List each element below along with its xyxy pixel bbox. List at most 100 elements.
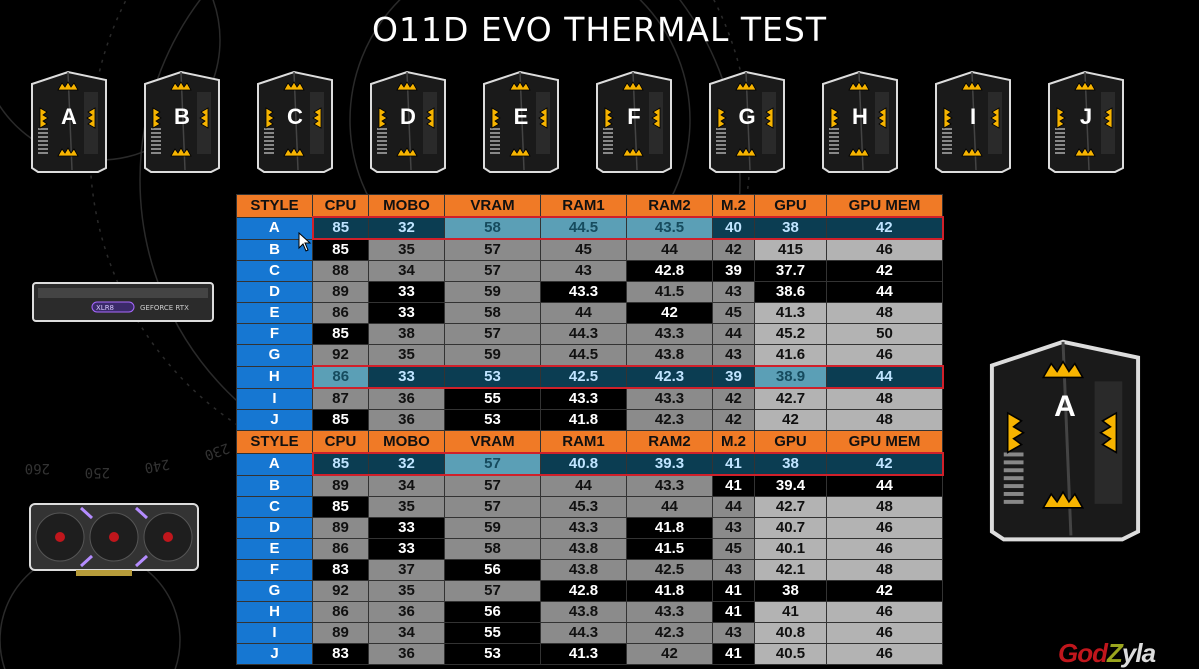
value-cell: 43.3 [626,601,713,623]
value-cell: 44.5 [540,344,627,367]
value-cell: 43.8 [626,344,713,367]
value-cell: 42 [826,216,944,240]
value-cell: 45.2 [754,323,827,345]
value-cell: 36 [368,409,445,431]
table-row: D 89 33 59 43.3 41.8 43 40.7 46 [236,517,943,539]
table-row: I 87 36 55 43.3 43.3 42 42.7 48 [236,387,943,410]
featured-case-label: A [1054,390,1076,423]
value-cell: 45 [540,238,627,261]
value-cell: 56 [444,559,541,581]
table-row: F 85 38 57 44.3 43.3 44 45.2 50 [236,323,943,345]
table-row: F 83 37 56 43.8 42.5 43 42.1 48 [236,559,943,581]
value-cell: 43 [712,344,755,367]
pc-case-icon [935,70,1011,173]
style-cell: B [236,474,313,497]
value-cell: 43.3 [540,517,627,539]
value-cell: 43 [712,622,755,644]
value-cell: 85 [312,496,369,518]
style-cell: G [236,344,313,367]
value-cell: 44 [826,281,943,303]
value-cell: 42.7 [754,496,827,518]
value-cell: 44 [540,302,627,324]
value-cell: 89 [312,281,369,303]
value-cell: 39 [712,365,755,389]
table-header-row: STYLE CPU MOBO VRAM RAM1 RAM2 M.2 GPU GPU MEM [236,194,943,218]
value-cell: 44 [626,496,713,518]
value-cell: 42 [626,643,713,665]
value-cell: 58 [444,538,541,560]
column-header: RAM1 [540,430,627,454]
table-row: H 86 33 53 42.5 42.3 39 38.9 44 [236,365,944,389]
gpu-pny-image [29,503,199,576]
value-cell: 88 [312,260,369,282]
table-row: E 86 33 58 43.8 41.5 45 40.1 46 [236,538,943,560]
fan-arrow-icons [1006,360,1118,509]
value-cell: 57 [444,452,541,476]
value-cell: 59 [444,281,541,303]
value-cell: 37 [368,559,445,581]
value-cell: 57 [444,474,541,497]
value-cell: 46 [826,238,943,261]
value-cell: 42.5 [540,365,627,389]
value-cell: 44 [712,496,755,518]
value-cell: 42.8 [626,260,713,282]
column-header: RAM1 [540,194,627,218]
value-cell: 85 [311,452,369,476]
value-cell: 44 [626,238,713,261]
godzyla-watermark-logo: GodZyla [1058,638,1156,668]
value-cell: 89 [312,622,369,644]
value-cell: 42.8 [540,580,627,602]
value-cell: 39.4 [754,474,827,497]
table-row: B 85 35 57 45 44 42 415 46 [236,238,943,261]
value-cell: 41.8 [626,517,713,539]
svg-text:230: 230 [202,439,231,463]
value-cell: 39 [712,260,755,282]
pc-case-icon [370,70,446,173]
value-cell: 87 [312,387,369,410]
value-cell: 36 [368,643,445,665]
value-cell: 41 [712,643,755,665]
case-label: D [400,104,416,129]
style-cell: D [236,281,313,303]
value-cell: 43.3 [626,323,713,345]
table-row: E 86 33 58 44 42 45 41.3 48 [236,302,943,324]
value-cell: 44 [826,365,944,389]
value-cell: 42 [826,260,943,282]
value-cell: 44.5 [540,216,627,240]
svg-text:XLR8: XLR8 [96,304,114,312]
pc-case-icon [257,70,333,173]
value-cell: 40.8 [540,452,627,476]
column-header: GPU MEM [826,194,943,218]
value-cell: 415 [754,238,827,261]
value-cell: 43.3 [540,387,627,410]
value-cell: 44.3 [540,622,627,644]
case-label: H [852,104,868,129]
value-cell: 48 [826,496,943,518]
column-header: GPU [754,430,827,454]
case-config-i: I [932,66,1014,178]
pc-case-icon [483,70,559,173]
table-header-row: STYLE CPU MOBO VRAM RAM1 RAM2 M.2 GPU GPU MEM [236,430,943,454]
value-cell: 40.5 [754,643,827,665]
value-cell: 92 [312,344,369,367]
column-header: M.2 [712,194,755,218]
style-cell: F [236,323,313,345]
value-cell: 41 [712,452,755,476]
table-row: G 92 35 57 42.8 41.8 41 38 42 [236,580,943,602]
svg-text:260: 260 [25,460,50,476]
value-cell: 42 [712,409,755,431]
value-cell: 44.3 [540,323,627,345]
value-cell: 32 [368,452,445,476]
table-row: G 92 35 59 44.5 43.8 43 41.6 46 [236,344,943,367]
value-cell: 43.5 [626,216,713,240]
value-cell: 42.7 [754,387,827,410]
value-cell: 43 [712,281,755,303]
value-cell: 89 [312,474,369,497]
value-cell: 42.3 [626,409,713,431]
value-cell: 41 [712,601,755,623]
value-cell: 83 [312,559,369,581]
case-config-c: C [254,66,336,178]
value-cell: 57 [444,323,541,345]
value-cell: 41 [754,601,827,623]
value-cell: 57 [444,260,541,282]
